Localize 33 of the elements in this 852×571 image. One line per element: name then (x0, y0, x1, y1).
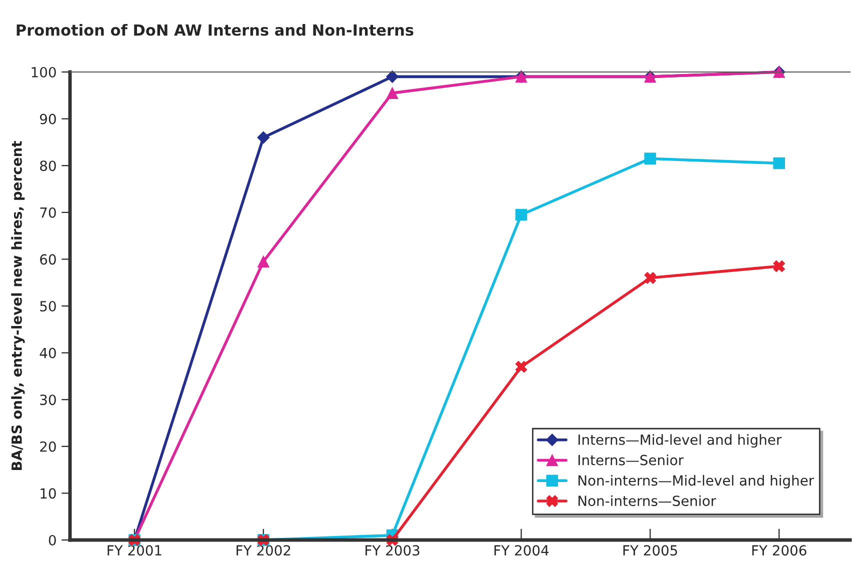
y-tick-label: 70 (40, 207, 56, 218)
y-tick-label: 40 (40, 348, 56, 358)
y-tick-label: 80 (40, 160, 56, 172)
point (386, 87, 398, 99)
y-tick-label: 50 (40, 300, 56, 312)
legend-label: Non-interns—Senior (578, 495, 716, 506)
x-tick-label: FY 2003 (366, 545, 420, 556)
x-tick-label: FY 2004 (494, 545, 549, 556)
point (644, 272, 656, 284)
x-tick-label: FY 2006 (752, 545, 806, 556)
y-tick-label: 30 (40, 394, 56, 406)
y-tick-label: 100 (32, 66, 56, 78)
point (515, 208, 528, 221)
y-tick-label: 20 (40, 441, 56, 452)
chart-title: Promotion of DoN AW Interns and Non-Interns (16, 24, 414, 36)
point (257, 256, 270, 268)
point (773, 157, 785, 170)
point (644, 152, 656, 164)
legend-label: Interns—Mid-level and higher (578, 434, 782, 448)
y-tick-label: 10 (40, 488, 56, 499)
legend-label: Non-interns—Mid-level and higher (578, 474, 814, 488)
point (773, 260, 785, 272)
point (386, 70, 399, 83)
point (257, 131, 270, 144)
x-tick-label: FY 2005 (623, 545, 678, 556)
point (515, 360, 528, 373)
y-axis-title: BA/BS only, entry-level new hires, percent (11, 141, 25, 470)
x-tick-label: FY 2002 (236, 545, 290, 556)
x-tick-label: FY 2001 (108, 545, 162, 556)
y-tick-label: 60 (40, 254, 56, 265)
legend-label: Interns—Senior (578, 454, 684, 466)
y-tick-label: 0 (48, 534, 56, 546)
y-tick-label: 90 (40, 114, 56, 124)
